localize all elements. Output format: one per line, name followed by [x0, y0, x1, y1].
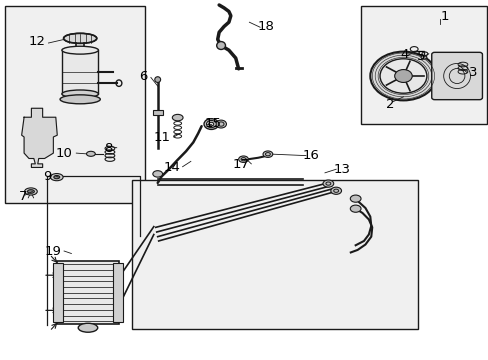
Text: 3: 3 — [468, 66, 476, 79]
Text: 2: 2 — [385, 98, 393, 111]
Text: 18: 18 — [257, 20, 273, 33]
Ellipse shape — [238, 156, 248, 162]
Ellipse shape — [394, 69, 411, 82]
Ellipse shape — [63, 33, 97, 43]
Bar — [4, 6, 144, 203]
Ellipse shape — [54, 176, 60, 179]
Text: 4: 4 — [400, 48, 408, 61]
Text: 19: 19 — [45, 245, 61, 258]
Text: 16: 16 — [303, 149, 319, 162]
Ellipse shape — [62, 90, 98, 98]
Ellipse shape — [263, 151, 272, 157]
Text: 1: 1 — [439, 10, 448, 23]
Bar — [360, 6, 487, 125]
Ellipse shape — [203, 119, 218, 130]
Ellipse shape — [60, 95, 100, 104]
Ellipse shape — [153, 171, 162, 177]
Text: 10: 10 — [56, 147, 73, 160]
Ellipse shape — [369, 51, 436, 100]
Ellipse shape — [323, 180, 333, 187]
Text: 17: 17 — [232, 158, 249, 171]
Ellipse shape — [50, 174, 63, 181]
Ellipse shape — [215, 120, 226, 128]
Bar — [53, 263, 62, 322]
Ellipse shape — [86, 151, 95, 156]
Text: 5: 5 — [416, 50, 425, 63]
Ellipse shape — [349, 205, 360, 212]
Text: 12: 12 — [29, 35, 46, 49]
Ellipse shape — [172, 114, 183, 121]
Ellipse shape — [62, 46, 98, 54]
Ellipse shape — [24, 188, 37, 195]
Ellipse shape — [349, 195, 360, 202]
Text: 7: 7 — [19, 190, 27, 203]
Ellipse shape — [27, 190, 34, 193]
Text: 6: 6 — [139, 70, 148, 83]
Text: 15: 15 — [204, 117, 221, 130]
Bar — [153, 111, 162, 116]
Bar — [113, 263, 123, 322]
Polygon shape — [21, 108, 57, 167]
Ellipse shape — [330, 187, 341, 194]
Text: 8: 8 — [104, 142, 113, 155]
Text: 13: 13 — [332, 163, 349, 176]
Text: 14: 14 — [163, 161, 180, 174]
Ellipse shape — [155, 77, 160, 82]
Ellipse shape — [420, 55, 426, 59]
Bar — [132, 180, 417, 329]
Ellipse shape — [78, 323, 98, 332]
Bar — [62, 50, 98, 94]
Text: 9: 9 — [43, 170, 52, 183]
Ellipse shape — [206, 121, 216, 128]
Bar — [57, 261, 119, 324]
Ellipse shape — [216, 41, 225, 49]
FancyBboxPatch shape — [431, 52, 482, 100]
Ellipse shape — [379, 59, 426, 93]
Text: 11: 11 — [153, 131, 170, 144]
